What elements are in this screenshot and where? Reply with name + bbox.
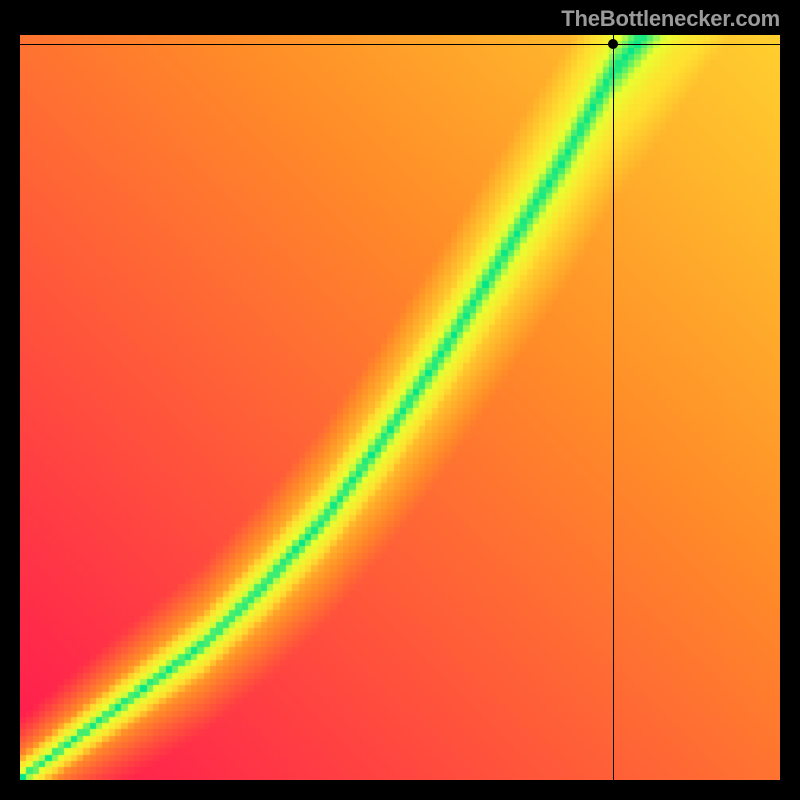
heatmap-canvas: [20, 35, 780, 780]
crosshair-marker-dot: [608, 39, 618, 49]
crosshair-horizontal: [20, 44, 780, 45]
crosshair-vertical: [613, 35, 614, 780]
watermark-text: TheBottlenecker.com: [561, 6, 780, 32]
heatmap-plot: [20, 35, 780, 780]
